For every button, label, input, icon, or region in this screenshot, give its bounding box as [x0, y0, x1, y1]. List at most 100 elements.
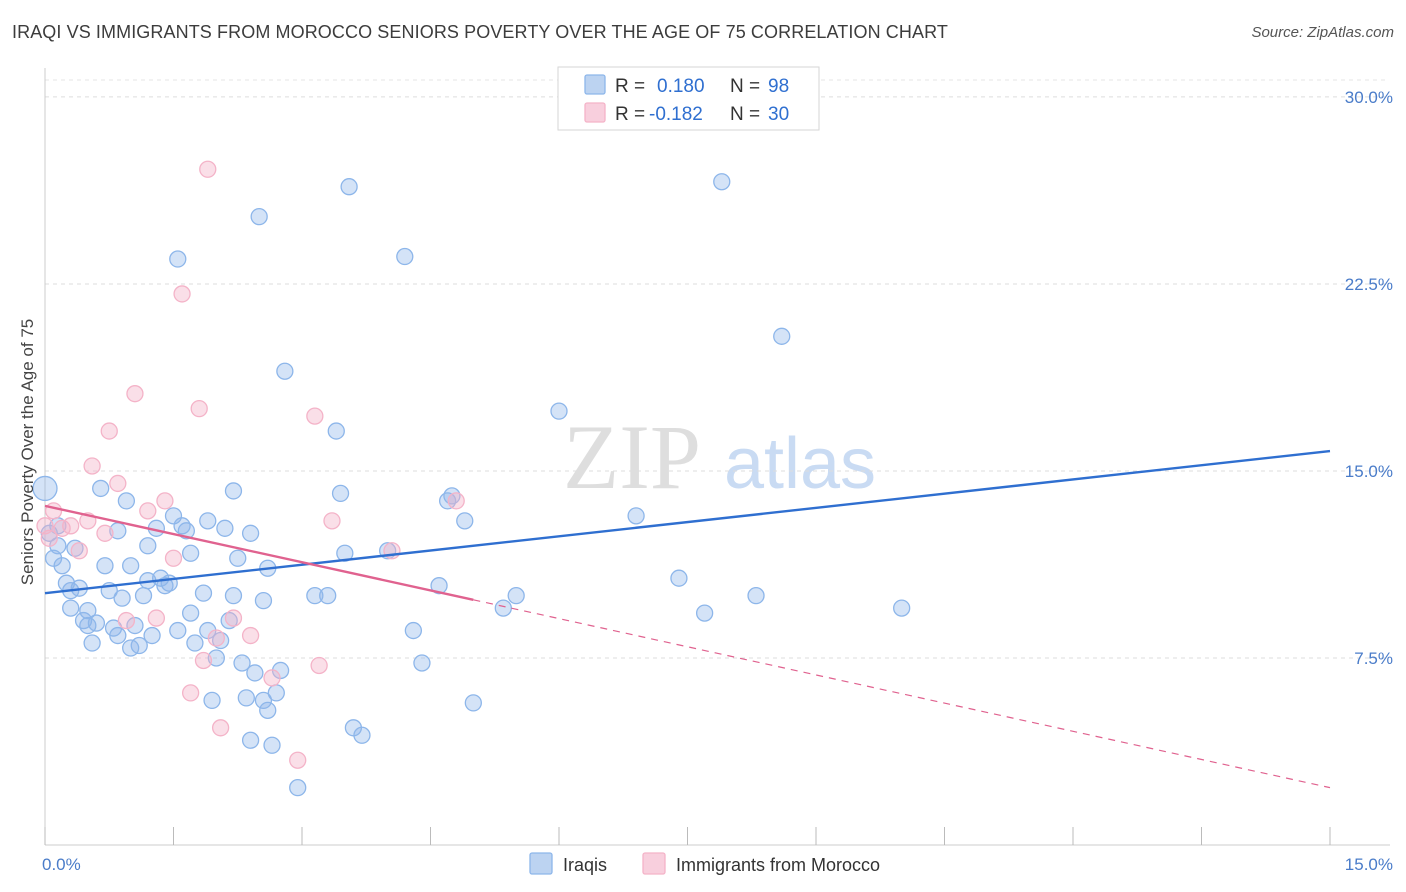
- point-iraqis-35: [160, 574, 178, 592]
- source-label: Source: ZipAtlas.com: [1251, 24, 1394, 41]
- point-iraqis-81: [413, 654, 431, 672]
- legend-r-value-1: 0.180: [657, 76, 705, 97]
- bottom-legend: Iraqis Immigrants from Morocco: [529, 852, 880, 875]
- y-tick-label-3: 30.0%: [1345, 88, 1393, 107]
- legend-swatch-iraqis: [584, 74, 606, 95]
- point-morocco-11: [117, 611, 136, 630]
- point-morocco-22: [207, 629, 225, 647]
- point-morocco-30: [323, 512, 341, 530]
- point-iraqis-68: [276, 362, 294, 380]
- point-iraqis-56: [237, 689, 255, 707]
- point-morocco-18: [181, 684, 200, 702]
- point-morocco-16: [164, 549, 183, 567]
- point-iraqis-41: [181, 544, 200, 562]
- point-morocco-13: [139, 502, 157, 520]
- point-iraqis-72: [327, 422, 345, 440]
- point-iraqis-89: [550, 402, 568, 420]
- y-tick-label-1: 15.0%: [1345, 462, 1393, 481]
- point-iraqis-80: [404, 621, 423, 640]
- point-iraqis-77: [353, 726, 371, 744]
- tick-labels: 7.5% 15.0% 22.5% 30.0% 0.0% 15.0%: [42, 88, 1393, 874]
- point-iraqis-66: [267, 684, 285, 702]
- bottom-legend-swatch-iraqis: [529, 852, 553, 875]
- point-iraqis-5: [53, 557, 71, 575]
- point-morocco-5: [70, 542, 88, 560]
- point-iraqis-87: [494, 599, 512, 617]
- point-iraqis-93: [713, 173, 731, 191]
- point-morocco-14: [147, 609, 166, 627]
- point-morocco-28: [306, 407, 324, 425]
- point-iraqis-79: [396, 247, 414, 266]
- point-morocco-12: [126, 385, 144, 403]
- point-morocco-9: [100, 422, 118, 440]
- point-morocco-27: [289, 751, 307, 769]
- point-iraqis-20: [109, 626, 127, 645]
- point-morocco-29: [310, 656, 328, 675]
- point-iraqis-45: [199, 512, 217, 530]
- point-iraqis-27: [130, 636, 148, 655]
- x-tick-label-0: 0.0%: [42, 855, 81, 874]
- bottom-legend-swatch-morocco: [642, 852, 666, 875]
- point-morocco-7: [83, 457, 101, 475]
- point-iraqis-95: [773, 327, 791, 345]
- point-iraqis-29: [139, 537, 157, 555]
- point-morocco-15: [156, 492, 174, 510]
- legend-box: R = 0.180 N = 98 R = -0.182 N = 30: [557, 66, 820, 131]
- point-iraqis-60: [250, 207, 268, 226]
- point-iraqis-59: [246, 664, 264, 682]
- data-points: [32, 160, 911, 797]
- point-morocco-4: [62, 517, 80, 535]
- x-tick-label-1: 15.0%: [1345, 855, 1393, 874]
- trend-line-iraqis: [44, 449, 1331, 595]
- legend-n-value-2: 30: [768, 104, 789, 125]
- legend-n-label-1: N =: [730, 76, 760, 97]
- point-iraqis-44: [194, 584, 213, 602]
- legend-swatch-morocco: [584, 102, 606, 123]
- point-iraqis-22: [113, 589, 131, 607]
- point-iraqis-88: [507, 586, 525, 605]
- point-iraqis-31: [143, 626, 161, 645]
- legend-n-label-2: N =: [730, 104, 760, 125]
- y-axis-label: Seniors Poverty Over the Age of 75: [18, 319, 37, 585]
- trend-line-morocco-dashed: [473, 599, 1331, 789]
- point-iraqis-73: [331, 484, 350, 503]
- point-morocco-10: [109, 474, 127, 493]
- point-iraqis-48: [207, 649, 225, 667]
- point-iraqis-7: [62, 599, 80, 617]
- y-tick-label-0: 7.5%: [1354, 649, 1393, 668]
- point-morocco-2: [44, 502, 63, 520]
- legend-r-value-2: -0.182: [649, 104, 703, 125]
- legend-r-label-2: R =: [615, 104, 645, 125]
- legend-r-label-1: R =: [615, 76, 645, 97]
- point-iraqis-63: [259, 701, 277, 719]
- point-iraqis-52: [224, 482, 243, 500]
- point-iraqis-16: [92, 479, 110, 498]
- bottom-legend-label-iraqis: Iraqis: [563, 855, 607, 875]
- point-iraqis-38: [169, 250, 187, 268]
- point-morocco-24: [224, 609, 243, 627]
- point-iraqis-23: [117, 492, 136, 510]
- point-iraqis-69: [289, 778, 307, 797]
- point-iraqis-14: [83, 634, 101, 652]
- y-tick-label-2: 22.5%: [1345, 275, 1393, 294]
- point-iraqis-54: [229, 549, 247, 567]
- point-morocco-32: [447, 492, 465, 510]
- watermark-zip: ZIP: [563, 406, 701, 508]
- point-iraqis-17: [96, 557, 114, 575]
- watermark-atlas: atlas: [724, 424, 876, 504]
- point-morocco-20: [194, 651, 213, 670]
- chart-title: IRAQI VS IMMIGRANTS FROM MOROCCO SENIORS…: [12, 22, 948, 42]
- point-iraqis-37: [169, 621, 187, 640]
- point-morocco-23: [211, 719, 230, 737]
- point-iraqis-90: [627, 507, 645, 525]
- point-iraqis-94: [747, 586, 765, 605]
- point-iraqis-42: [181, 604, 200, 622]
- point-iraqis-58: [241, 731, 260, 749]
- bottom-legend-label-morocco: Immigrants from Morocco: [676, 855, 880, 875]
- axes: [44, 68, 1390, 846]
- point-iraqis-26: [126, 616, 144, 635]
- point-iraqis-43: [186, 634, 204, 652]
- point-morocco-8: [96, 524, 114, 542]
- point-iraqis-28: [134, 586, 153, 605]
